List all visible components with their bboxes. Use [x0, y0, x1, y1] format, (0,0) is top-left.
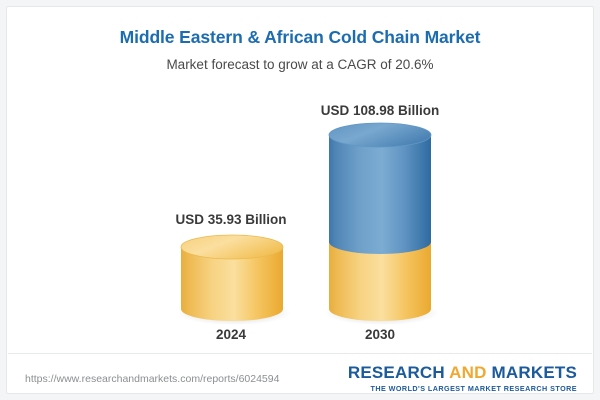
brand-logo[interactable]: RESEARCH AND MARKETS THE WORLD'S LARGEST… [348, 364, 577, 392]
logo-tagline: THE WORLD'S LARGEST MARKET RESEARCH STOR… [370, 384, 577, 393]
bar-category-label-2024: 2024 [215, 327, 247, 342]
chart-card: Middle Eastern & African Cold Chain Mark… [6, 6, 594, 394]
logo-markets-text: MARKETS [486, 363, 577, 382]
logo-wordmark: RESEARCH AND MARKETS [348, 364, 577, 381]
logo-and-text: AND [449, 363, 487, 382]
bar-value-label-2024: USD 35.93 Billion [175, 212, 287, 227]
chart-subtitle: Market forecast to grow at a CAGR of 20.… [166, 57, 434, 72]
cylinder-2024[interactable] [175, 233, 289, 325]
report-url[interactable]: https://www.researchandmarkets.com/repor… [25, 373, 280, 385]
cylinder-segment-growth-2030 [328, 122, 432, 254]
cylinder-segment-base-2030 [329, 242, 431, 321]
bar-value-label-2030: USD 108.98 Billion [320, 103, 440, 118]
bar-category-label-2030: 2030 [364, 327, 396, 342]
chart-plot-area: USD 35.93 Billion [7, 7, 595, 357]
footer-divider [8, 353, 592, 354]
cylinder-2030[interactable] [323, 121, 437, 325]
logo-research-text: RESEARCH [347, 363, 450, 382]
bar-group-2030: USD 108.98 Billion [7, 7, 595, 357]
page-title: Middle Eastern & African Cold Chain Mark… [119, 27, 481, 47]
